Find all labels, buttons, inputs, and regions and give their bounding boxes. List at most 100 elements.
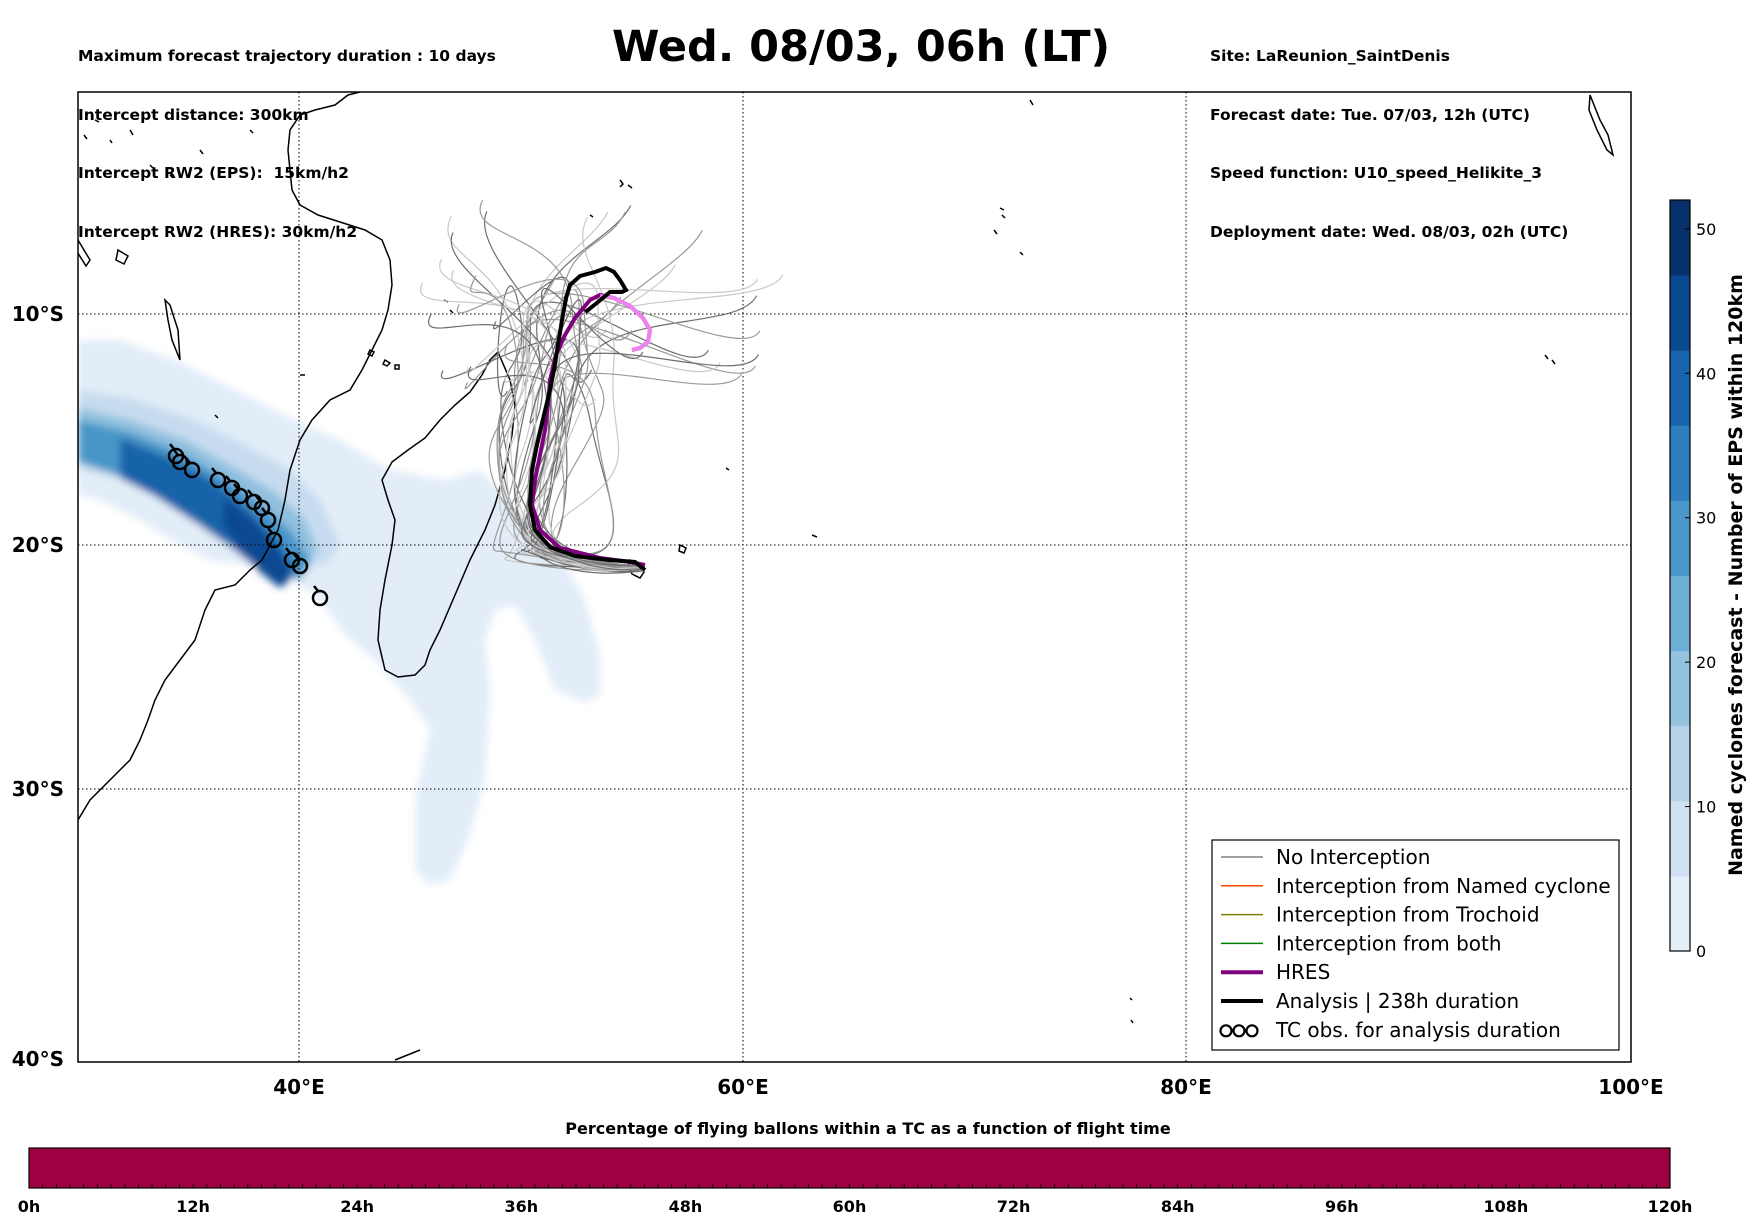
tc-obs-tail [225, 475, 231, 482]
colorbar-tick-label: 30 [1696, 509, 1716, 528]
legend-label: TC obs. for analysis duration [1275, 1018, 1561, 1042]
eps-track-line [499, 296, 646, 571]
eps-track-line [504, 264, 676, 567]
eps-density-field [78, 340, 600, 885]
header-info-left: Maximum forecast trajectory duration : 1… [78, 8, 496, 262]
eps-track-line [514, 369, 646, 570]
tc-obs-symbol [209, 471, 227, 489]
forecast-date-text: Forecast date: Tue. 07/03, 12h (UTC) [1210, 105, 1531, 124]
lat-tick-label: 40°S [12, 1047, 64, 1071]
bottom-colorbar-tick-label: 24h [340, 1197, 374, 1216]
intercept-eps-text: Intercept RW2 (EPS): 15km/h2 [78, 164, 349, 182]
site-text: Site: LaReunion_SaintDenis [1210, 47, 1450, 65]
bottom-colorbar-tick-label: 108h [1484, 1197, 1529, 1216]
colorbar-segment [1670, 800, 1690, 877]
colorbar-segment [1670, 500, 1690, 576]
tc-obs-tail [247, 489, 253, 496]
deployment-date-text: Deployment date: Wed. 08/03, 02h (UTC) [1210, 222, 1569, 241]
intercept-distance-text: Intercept distance: 300km [78, 105, 309, 124]
lat-tick-label: 10°S [12, 302, 64, 326]
bottom-colorbar-tick-label: 84h [1161, 1197, 1195, 1216]
max-duration-text: Maximum forecast trajectory duration : 1… [78, 47, 496, 65]
lon-tick-label: 100°E [1598, 1075, 1663, 1099]
tc-obs-symbol [265, 531, 283, 549]
eps-track-line [526, 299, 646, 570]
lon-tick-label: 60°E [717, 1075, 769, 1099]
eps-trajectories [420, 199, 784, 574]
legend: No Interception Interception from Named c… [1211, 839, 1620, 1051]
bottom-colorbar-tick-label: 0h [18, 1197, 41, 1216]
legend-tc-symbol [1232, 1024, 1246, 1038]
tc-obs-symbol [259, 511, 277, 529]
legend-label: Interception from Trochoid [1276, 903, 1540, 927]
speed-function-text: Speed function: U10_speed_Helikite_3 [1210, 164, 1543, 182]
intercept-hres-text: Intercept RW2 (HRES): 30km/h2 [78, 222, 358, 241]
tc-obs-symbol [231, 487, 249, 505]
eps-track-line [499, 336, 646, 569]
colorbar-segment [1670, 725, 1690, 802]
colorbar-tick-label: 40 [1696, 364, 1716, 383]
legend-label: No Interception [1276, 845, 1430, 869]
colorbar-segment [1670, 200, 1690, 276]
lon-tick-label: 80°E [1160, 1075, 1212, 1099]
tc-obs-tail [293, 553, 299, 560]
eps-track-line [530, 295, 758, 574]
tc-obs-tail [313, 585, 319, 592]
eps-track-line [470, 275, 646, 570]
tc-obs-symbol [183, 461, 201, 479]
lon-tick-label: 40°E [273, 1075, 325, 1099]
colorbar-tick-label: 10 [1696, 798, 1716, 817]
eps-track-line [464, 309, 646, 569]
legend-label: HRES [1276, 960, 1330, 984]
page-title: Wed. 08/03, 06h (LT) [612, 22, 1111, 72]
colorbar-tick-label: 50 [1696, 220, 1716, 239]
tc-obs-tail [233, 483, 239, 490]
map-frame [77, 91, 1632, 1063]
legend-label: Interception from Named cyclone [1276, 874, 1611, 898]
legend-label: Analysis | 238h duration [1276, 989, 1519, 1013]
bottom-colorbar-tick-label: 48h [669, 1197, 703, 1216]
latitude-tick-labels: 10°S 20°S 30°S 40°S [12, 302, 64, 1071]
tc-obs-tail [255, 495, 261, 502]
map-gridlines [78, 92, 1631, 1062]
tc-obs-tail [173, 449, 179, 456]
eps-track-line [450, 232, 646, 573]
colorbar-tick-label: 0 [1696, 942, 1706, 961]
bottom-colorbar-tick-label: 96h [1325, 1197, 1359, 1216]
tc-obs-symbol [171, 453, 189, 471]
header-info-right: Site: LaReunion_SaintDenis Forecast date… [1210, 8, 1568, 262]
bottom-colorbar-tick-label: 120h [1648, 1197, 1693, 1216]
colorbar-segment [1670, 425, 1690, 501]
tc-obs-tail [267, 527, 273, 534]
colorbar-segment [1670, 575, 1690, 652]
tc-obs-tail [211, 467, 217, 474]
colorbar-frame [1669, 199, 1691, 952]
legend-tc-symbol [1219, 1024, 1233, 1038]
hres-trajectory-tail [599, 294, 653, 352]
colorbar-segment [1670, 350, 1690, 426]
tc-observations [167, 443, 329, 607]
tc-obs-tail [169, 443, 175, 450]
lat-tick-label: 20°S [12, 533, 64, 557]
colorbar-segment [1670, 275, 1690, 351]
colorbar-segment [1670, 650, 1690, 727]
bottom-colorbar-tick-label: 36h [504, 1197, 538, 1216]
bottom-colorbar-tick-label: 12h [176, 1197, 210, 1216]
legend-tc-symbol [1245, 1024, 1259, 1038]
tc-obs-symbol [311, 589, 329, 607]
bottom-colorbar-tick-label: 72h [997, 1197, 1031, 1216]
bottom-colorbar-bar [28, 1147, 1671, 1189]
eps-density-colorbar: 0 10 20 30 40 50 Named cyclones forecast - Nu… [1669, 199, 1747, 961]
tc-obs-tail [285, 547, 291, 554]
legend-box [1211, 839, 1620, 1051]
legend-label: Interception from both [1276, 931, 1502, 955]
tc-obs-tail [185, 457, 191, 464]
colorbar-segment [1670, 875, 1690, 952]
eps-track-line [447, 215, 646, 570]
bottom-colorbar-title: Percentage of flying ballons within a TC… [565, 1119, 1171, 1138]
bottom-colorbar-tick-label: 60h [833, 1197, 867, 1216]
tc-obs-tail [261, 507, 267, 514]
colorbar-tick-label: 20 [1696, 653, 1716, 672]
analysis-trajectory [527, 265, 647, 572]
